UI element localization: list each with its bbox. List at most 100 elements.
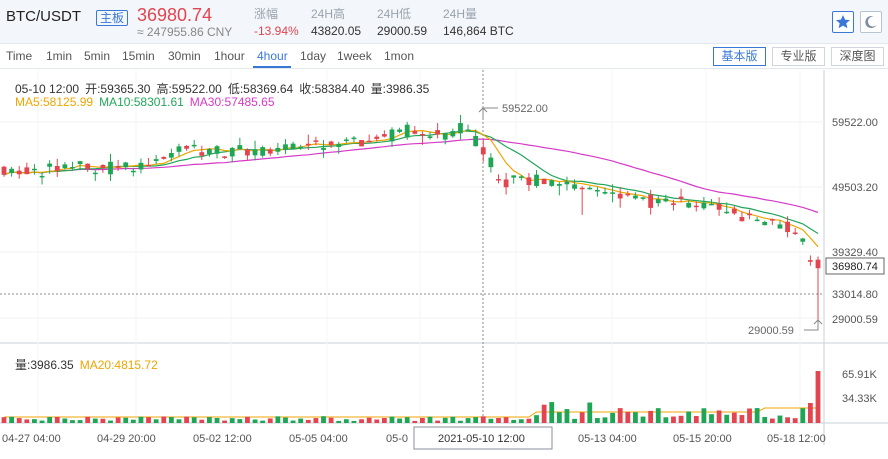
tab-1mon[interactable]: 1mon [384,49,415,63]
candle-body [435,130,441,135]
tab-1week[interactable]: 1week [337,49,372,63]
volume-bar [359,419,364,423]
candle-body [427,136,433,138]
candle-body [130,170,136,173]
candle-body [62,164,68,168]
moving-average-lines [3,129,819,418]
candle-body [374,136,380,139]
candle-body [267,149,273,154]
candle-body [716,203,722,210]
ma5-line [3,129,819,248]
volume-bar [24,419,30,423]
volume-bar [161,416,167,423]
volume-bar [298,418,304,423]
volume-bar [100,418,106,423]
theme-toggle-button[interactable] [860,11,882,33]
candle-body [252,149,258,156]
volume-bar [389,416,395,423]
volume-bar [572,418,577,423]
volume-bar [77,420,83,423]
candle-body [381,134,387,137]
candle-body [389,129,395,142]
candle-body [496,179,501,181]
volume-bar [39,420,45,423]
volume-bar [321,416,326,423]
tab-4hour[interactable]: 4hour [257,49,288,63]
volume-bar [807,403,813,423]
candle-body [617,193,623,199]
volume-bar [655,408,661,423]
candle-body [222,156,228,158]
candle-body [39,175,45,178]
candle-body [54,165,60,171]
tab-30min[interactable]: 30min [168,49,201,63]
candle-body [541,178,547,185]
time-axis-label: 05-15 20:00 [673,433,732,445]
candle-body [229,148,235,157]
volume-bar [305,419,311,423]
candle-body [153,159,159,161]
candle-body [747,213,752,216]
price-axis-label: 29000.59 [832,314,878,326]
candle-body [328,141,334,145]
candle-body [245,149,250,156]
candle-body [115,166,121,168]
candle-body [138,162,144,170]
candle-body [47,163,53,167]
view-pro-button[interactable]: 专业版 [772,47,825,66]
high-marker-label: 59522.00 [502,103,548,115]
candle-body [214,146,220,154]
candlestick-chart[interactable]: 59522.00 49503.20 39329.40 33014.80 29000.59… [0,70,888,459]
volume-bar [610,412,615,423]
volume-bar [92,418,98,423]
candle-body [24,167,30,175]
time-axis-label: 04-27 04:00 [2,433,61,445]
volume-bar [450,416,456,423]
volume-bar [214,418,220,423]
chart-grid [0,70,888,445]
volume-bar [709,414,714,423]
tab-1hour[interactable]: 1hour [214,49,245,63]
tab-1day[interactable]: 1day [300,49,327,63]
view-basic-button[interactable]: 基本版 [713,47,766,66]
candle-body [207,149,212,155]
volume-bar [397,418,402,423]
volume-bar [800,408,806,423]
candle-body [70,167,75,169]
volume-bar [252,419,258,423]
tab-5min[interactable]: 5min [84,49,111,63]
candle-body [191,144,197,147]
candle-body [260,147,266,156]
volume-bar [85,416,91,423]
time-axis-label: 05-0 [386,433,408,445]
candle-body [739,216,745,222]
volume-bar [625,411,631,423]
current-price-tag [825,257,885,275]
volume-bar [374,419,380,423]
volume-bar [594,418,600,423]
high-marker-arrow [478,107,488,120]
favorite-button[interactable] [832,11,854,33]
candle-body [290,143,296,150]
volume-bar [237,419,243,423]
tab-time[interactable]: Time [6,49,33,63]
view-depth-button[interactable]: 深度图 [831,47,884,66]
tab-1min[interactable]: 1min [46,49,73,63]
candle-body [518,176,524,178]
candle-body [594,189,600,192]
candle-body [237,145,243,150]
volume-bar [496,418,501,423]
tab-15min[interactable]: 15min [122,49,155,63]
candle-body [283,144,288,150]
volume-bar [602,417,608,423]
candle-body [511,175,517,178]
pair-name[interactable]: BTC/USDT [6,8,81,25]
volume-bar [32,419,37,423]
volume-bar [769,418,775,423]
low-marker-arrow [804,319,823,331]
volume-bar [47,417,53,423]
price-axis-label: 39329.40 [832,247,878,259]
volume-bar [458,420,463,423]
volume-bar [108,420,113,423]
volume-bar [207,417,212,423]
